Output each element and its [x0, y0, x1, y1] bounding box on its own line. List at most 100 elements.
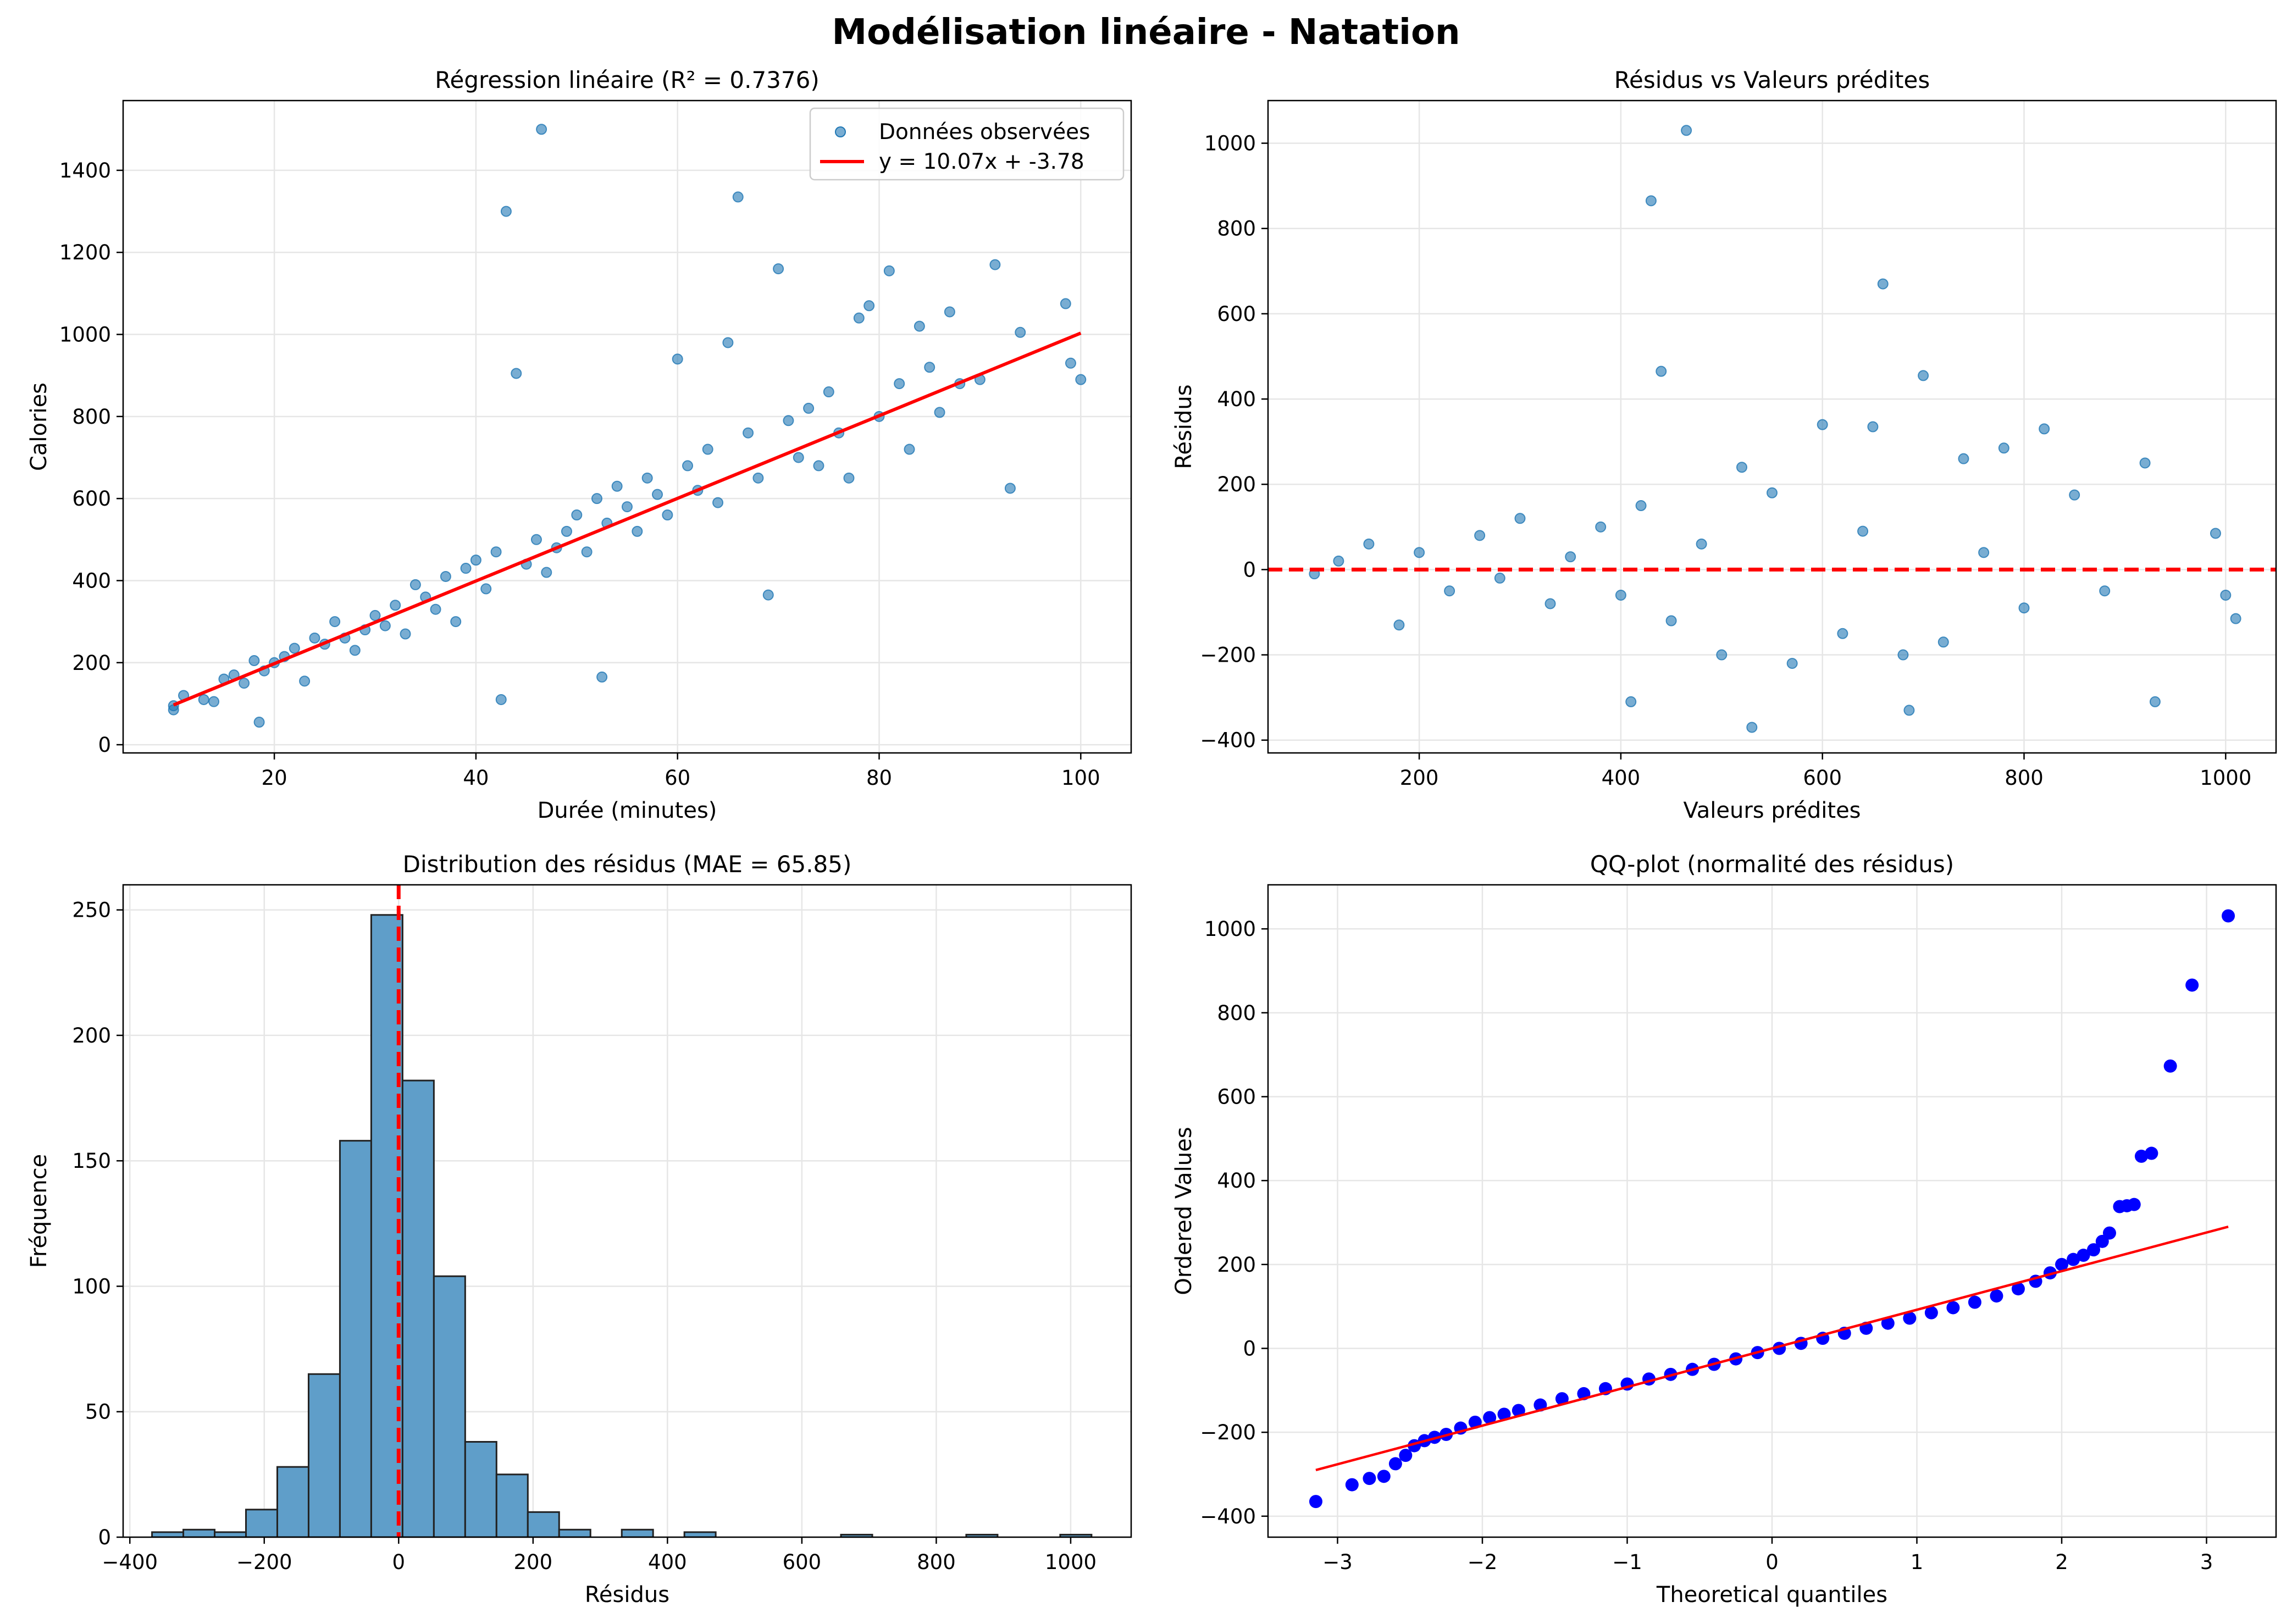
scatter-point [1681, 125, 1692, 136]
qq-point [2077, 1249, 2090, 1262]
x-tick-label: 2 [2055, 1550, 2068, 1574]
y-axis-label: Fréquence [26, 1154, 52, 1268]
scatter-point [591, 493, 602, 505]
qq-point [1881, 1316, 1895, 1330]
qq-point [2222, 909, 2235, 923]
y-tick-label: 800 [72, 405, 111, 429]
y-tick-label: 200 [1217, 473, 1256, 496]
plot-area [151, 885, 1093, 1537]
scatter-point [1363, 538, 1375, 550]
scatter-point [1514, 513, 1526, 524]
histogram-bar [214, 1531, 247, 1537]
scatter-point [500, 206, 512, 217]
scatter-point [289, 642, 300, 654]
scatter-point [495, 694, 507, 705]
scatter-point [541, 567, 552, 578]
scatter-point [1393, 619, 1405, 631]
scatter-point [480, 583, 492, 595]
x-tick-label: 40 [463, 766, 489, 790]
scatter-point [1736, 462, 1747, 473]
scatter-point [934, 407, 945, 418]
scatter-point [682, 460, 694, 472]
y-tick-label: 1000 [1204, 132, 1256, 156]
y-tick-label: 150 [72, 1149, 111, 1173]
x-tick-label: 1000 [2200, 766, 2251, 790]
scatter-point [883, 265, 895, 276]
scatter-point [1494, 572, 1505, 584]
scatter-point [752, 472, 764, 484]
scatter-point [1918, 370, 1929, 381]
scatter-point [1615, 589, 1626, 601]
qq-point [1903, 1311, 1917, 1325]
scatter-point [2039, 423, 2050, 435]
scatter-point [1867, 421, 1879, 433]
qq-plot-panel: −3 −2 −1 0 1 2 3 −400 −200 0 200 400 600 800 1000 QQ-pl… [1171, 851, 2277, 1608]
histogram-bar [339, 1140, 372, 1537]
y-tick-label: −200 [1200, 1421, 1256, 1444]
scatter-point [536, 124, 547, 135]
qq-point [1512, 1404, 1525, 1417]
scatter-point [571, 509, 583, 521]
legend: Données observées y = 10.07x + -3.78 [809, 107, 1125, 181]
y-tick-label: 400 [1217, 1169, 1256, 1193]
scatter-point [611, 480, 623, 492]
scatter-point [1897, 649, 1909, 661]
qq-point [1363, 1472, 1376, 1486]
scatter-point [511, 368, 522, 379]
x-tick-label: −1 [1612, 1550, 1642, 1574]
y-tick-label: −400 [1200, 729, 1256, 752]
scatter-point [2099, 585, 2111, 597]
qq-point [1483, 1411, 1497, 1425]
scatter-point [2018, 602, 2030, 614]
scatter-point [632, 525, 643, 537]
histogram-bar [245, 1509, 278, 1537]
axes-title: Résidus vs Valeurs prédites [1614, 66, 1930, 93]
qq-point [2163, 1059, 2177, 1073]
scatter-point [702, 444, 713, 455]
scatter-point [1978, 547, 1990, 558]
scatter-point [904, 444, 915, 455]
qq-point [1968, 1295, 1981, 1309]
scatter-point [2139, 457, 2151, 469]
residual-histogram-panel: −400 −200 0 200 400 600 800 1000 0 50 100 150 200 250… [26, 851, 1132, 1608]
scatter-point [390, 600, 401, 611]
histogram-bar [276, 1466, 309, 1537]
scatter-point [1716, 649, 1728, 661]
y-tick-label: 0 [1243, 558, 1256, 581]
scatter-point [853, 312, 865, 324]
scatter-point [530, 534, 542, 545]
scatter-point [1937, 636, 1949, 648]
y-tick-label: −400 [1200, 1505, 1256, 1528]
axes-frame [122, 884, 1132, 1538]
x-tick-label: −2 [1468, 1550, 1498, 1574]
scatter-point [2230, 613, 2241, 624]
x-tick-label: 80 [866, 766, 892, 790]
scatter-point [762, 589, 774, 601]
scatter-point [253, 717, 265, 728]
axes-frame [122, 99, 1132, 754]
scatter-point [722, 337, 734, 348]
scatter-point [662, 509, 673, 521]
x-tick-label: 20 [262, 766, 287, 790]
y-tick-label: 200 [72, 1024, 111, 1047]
x-tick-label: 0 [1765, 1550, 1779, 1574]
x-tick-label: 400 [648, 1550, 687, 1574]
y-tick-label: 200 [1217, 1253, 1256, 1277]
histogram-bar [182, 1528, 216, 1537]
qq-point [1399, 1449, 1413, 1462]
scatter-point [989, 259, 1001, 270]
x-tick-label: 400 [1602, 766, 1641, 790]
scatter-point [622, 501, 633, 513]
scatter-point [168, 704, 179, 716]
scatter-point [1857, 525, 1869, 537]
scatter-point [440, 570, 451, 582]
y-tick-label: 250 [72, 899, 111, 922]
qq-point [1309, 1495, 1322, 1509]
scatter-point [1837, 628, 1848, 639]
qq-point [1388, 1457, 1402, 1471]
scatter-point [198, 694, 209, 705]
x-tick-label: 600 [783, 1550, 822, 1574]
y-tick-label: 800 [1217, 217, 1256, 241]
scatter-point [430, 603, 441, 615]
